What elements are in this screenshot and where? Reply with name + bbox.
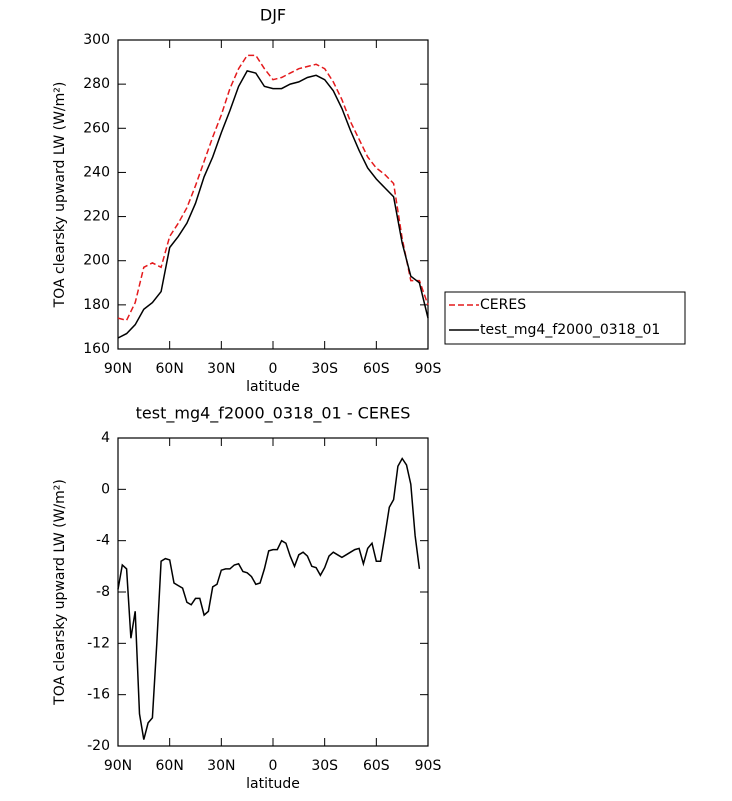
x-axis-label: latitude (246, 776, 300, 792)
y-tick-label: -8 (96, 584, 110, 600)
data-line (117, 54, 429, 322)
x-axis-label: latitude (246, 379, 300, 395)
y-tick-label: 280 (83, 76, 110, 92)
y-tick-label: 200 (83, 253, 110, 269)
x-tick-label: 90S (415, 361, 442, 377)
y-tick-label: 0 (101, 481, 110, 497)
x-tick-label: 90N (104, 361, 132, 377)
y-tick-label: 240 (83, 164, 110, 180)
legend-box (444, 291, 686, 345)
x-tick-label: 90S (415, 758, 442, 774)
data-line (117, 70, 429, 339)
x-tick-label: 90N (104, 758, 132, 774)
x-tick-label: 60N (156, 758, 184, 774)
y-tick-label: -20 (87, 738, 110, 754)
x-tick-label: 60S (363, 758, 390, 774)
x-tick-label: 30S (311, 758, 338, 774)
y-tick-label: -4 (96, 533, 110, 549)
legend-label: CERES (480, 297, 526, 313)
y-tick-label: 180 (83, 297, 110, 313)
x-tick-label: 60N (156, 361, 184, 377)
x-tick-label: 30N (207, 361, 235, 377)
y-tick-label: 220 (83, 209, 110, 225)
chart-title: DJF (260, 6, 286, 25)
chart-title: test_mg4_f2000_0318_01 - CERES (136, 404, 411, 424)
x-tick-label: 30S (311, 361, 338, 377)
legend-label: test_mg4_f2000_0318_01 (480, 322, 660, 338)
x-tick-label: 0 (269, 361, 278, 377)
x-tick-label: 60S (363, 361, 390, 377)
y-tick-label: 4 (101, 430, 110, 446)
y-tick-label: -12 (87, 635, 110, 651)
y-axis-label: TOA clearsky upward LW (W/m²) (52, 82, 68, 309)
y-tick-label: 300 (83, 32, 110, 48)
x-tick-label: 0 (269, 758, 278, 774)
x-tick-label: 30N (207, 758, 235, 774)
data-line (117, 457, 421, 740)
plot-frame (117, 39, 429, 350)
plot-frame (117, 437, 429, 747)
y-axis-label: TOA clearsky upward LW (W/m²) (52, 479, 68, 706)
y-tick-label: 160 (83, 341, 110, 357)
y-tick-label: -16 (87, 687, 110, 703)
y-tick-label: 260 (83, 120, 110, 136)
